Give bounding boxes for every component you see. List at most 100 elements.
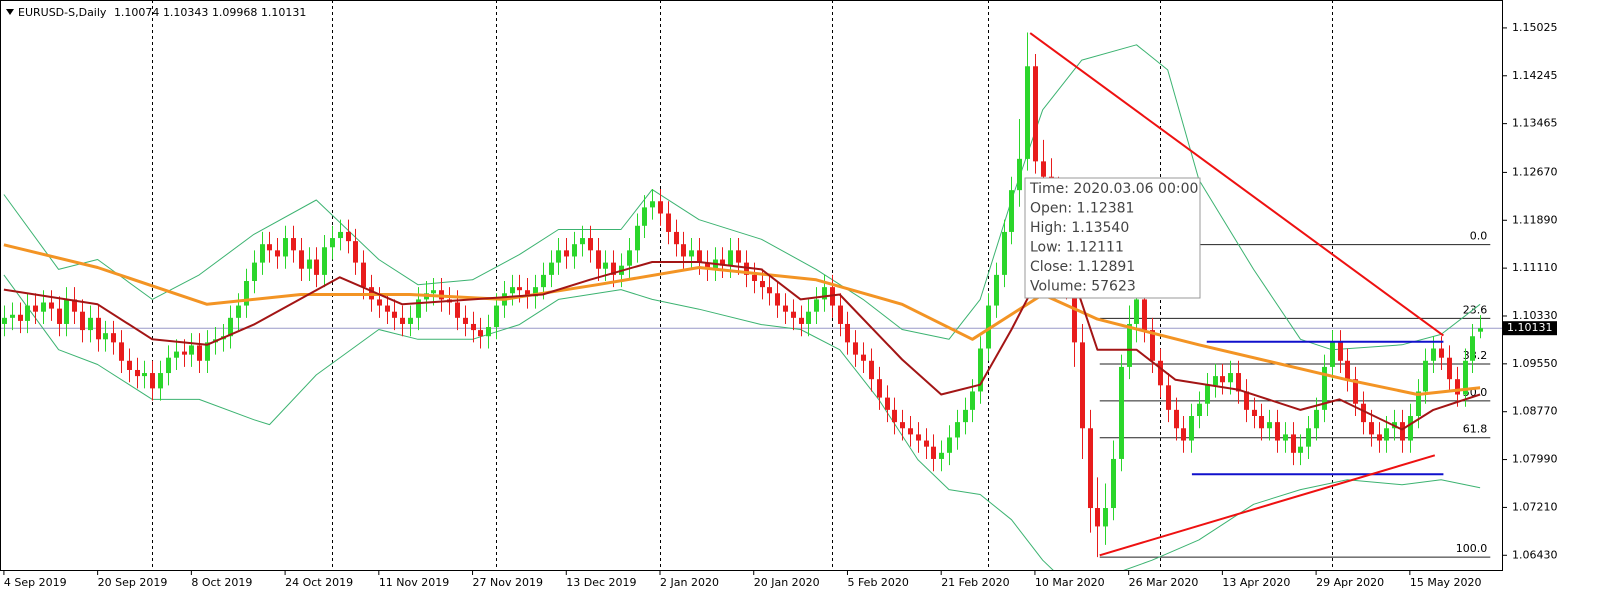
candle-body <box>838 305 843 324</box>
candle-body <box>228 317 233 337</box>
candle-body <box>697 250 702 263</box>
bollinger-band <box>3 44 1481 351</box>
candle-body <box>25 305 30 321</box>
candle-body <box>720 259 725 266</box>
x-tick-label: 2 Jan 2020 <box>660 576 719 589</box>
candle-body <box>1259 415 1264 429</box>
candle-body <box>314 259 319 275</box>
price-label: 1.10131 <box>1507 321 1553 334</box>
candle-body <box>158 373 163 389</box>
candle-body <box>166 357 171 374</box>
tooltip-line: Close: 1.12891 <box>1030 259 1135 275</box>
plot-frame <box>0 0 1503 571</box>
y-tick-label: 1.09550 <box>1512 357 1558 370</box>
candle-body <box>783 305 788 312</box>
candle-body <box>978 348 983 392</box>
candle-body <box>353 241 358 263</box>
candle-body <box>18 314 23 321</box>
candle-body <box>1338 342 1343 361</box>
candle-body <box>182 351 187 355</box>
candle-body <box>705 262 710 269</box>
candle-body <box>1330 342 1335 367</box>
candle-body <box>775 293 780 306</box>
candle-body <box>478 330 483 337</box>
candle-body <box>205 342 210 361</box>
candle-body <box>681 244 686 257</box>
x-tick-label: 11 Nov 2019 <box>379 576 449 589</box>
candle-body <box>1345 360 1350 380</box>
candle-body <box>57 308 62 324</box>
candle-body <box>150 373 155 389</box>
candle-body <box>471 323 476 331</box>
candle-body <box>650 201 655 208</box>
candle-body <box>1275 422 1280 441</box>
candle-body <box>322 247 327 275</box>
candle-body <box>111 333 116 343</box>
candle-body <box>689 250 694 257</box>
trend-line <box>1099 454 1436 557</box>
y-tick-label: 1.12670 <box>1512 165 1558 178</box>
candle-body <box>767 287 772 294</box>
tooltip-line: Low: 1.12111 <box>1030 240 1124 256</box>
candle-body <box>1119 366 1124 459</box>
candle-body <box>994 274 999 306</box>
candle-body <box>517 287 522 291</box>
candle-body <box>916 434 921 441</box>
candle-body <box>1158 360 1163 386</box>
candle-body <box>674 231 679 245</box>
candle-body <box>1322 366 1327 410</box>
candle-body <box>1408 415 1413 441</box>
candle-body <box>814 299 819 312</box>
candle-body <box>189 345 194 355</box>
candle-body <box>572 244 577 257</box>
y-tick-label: 1.06430 <box>1512 548 1558 561</box>
candle-body <box>931 446 936 459</box>
candle-body <box>1041 161 1046 177</box>
fib-label: 100.0 <box>1456 542 1488 555</box>
candle-body <box>80 311 85 331</box>
candle-body <box>330 238 335 248</box>
candle-body <box>861 354 866 361</box>
candle-body <box>307 259 312 269</box>
candle-body <box>127 360 132 370</box>
candle-body <box>728 250 733 266</box>
candle-body <box>1009 190 1014 232</box>
candle-body <box>252 262 257 282</box>
candle-body <box>119 342 124 361</box>
candle-body <box>494 305 499 328</box>
candle-body <box>1244 391 1249 410</box>
candle-body <box>611 262 616 275</box>
y-tick-label: 1.10330 <box>1512 309 1558 322</box>
candle-body <box>822 287 827 300</box>
x-tick-label: 29 Apr 2020 <box>1316 576 1384 589</box>
candle-body <box>385 305 390 312</box>
candle-body <box>892 409 897 423</box>
last-open: 1.10074 <box>114 6 160 19</box>
candle-body <box>603 262 608 269</box>
last-close: 1.10131 <box>261 6 307 19</box>
x-tick-label: 21 Feb 2020 <box>941 576 1009 589</box>
last-high: 1.10343 <box>163 6 209 19</box>
candle-body <box>283 238 288 257</box>
fib-label: 61.8 <box>1463 423 1488 436</box>
candle-body <box>236 305 241 318</box>
candle-body <box>64 299 69 324</box>
candle-body <box>1134 299 1139 324</box>
x-tick-label: 27 Nov 2019 <box>473 576 543 589</box>
candle-body <box>1252 409 1257 416</box>
candle-body <box>49 302 54 309</box>
candle-body <box>525 290 530 297</box>
candle-body <box>588 238 593 251</box>
candle-body <box>1142 299 1147 331</box>
candle-body <box>1088 428 1093 509</box>
candle-body <box>1384 428 1389 441</box>
candle-body <box>1166 385 1171 410</box>
candle-body <box>885 397 890 410</box>
menu-arrow[interactable] <box>6 9 14 15</box>
candle-body <box>1181 428 1186 441</box>
last-low: 1.09968 <box>212 6 258 19</box>
candle-body <box>627 250 632 266</box>
y-tick-label: 1.13465 <box>1512 117 1558 130</box>
candle-body <box>853 342 858 355</box>
candle-body <box>1150 330 1155 361</box>
